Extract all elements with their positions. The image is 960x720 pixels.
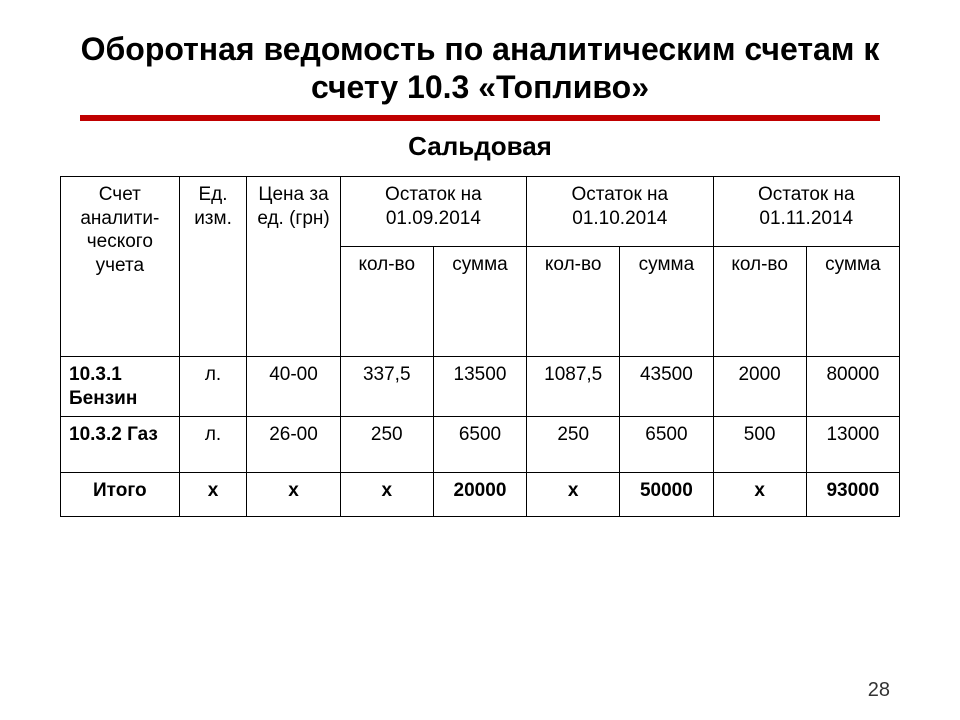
cell-qty: 337,5 bbox=[340, 356, 433, 417]
col-period2: Остаток на 01.10.2014 bbox=[527, 176, 713, 246]
col-period1: Остаток на 01.09.2014 bbox=[340, 176, 526, 246]
cell-qty: х bbox=[340, 473, 433, 517]
col-period3: Остаток на 01.11.2014 bbox=[713, 176, 899, 246]
accent-rule bbox=[80, 115, 880, 121]
cell-account: 10.3.1 Бензин bbox=[61, 356, 180, 417]
cell-sum: 80000 bbox=[806, 356, 899, 417]
cell-qty: 250 bbox=[527, 417, 620, 473]
col-price: Цена за ед. (грн) bbox=[247, 176, 340, 356]
page-number: 28 bbox=[868, 679, 890, 702]
cell-unit: л. bbox=[179, 356, 247, 417]
cell-qty: 1087,5 bbox=[527, 356, 620, 417]
table-row: 10.3.1 Бензин л. 40-00 337,5 13500 1087,… bbox=[61, 356, 900, 417]
cell-sum: 43500 bbox=[620, 356, 713, 417]
cell-qty: 500 bbox=[713, 417, 806, 473]
col-qty: кол-во bbox=[527, 246, 620, 356]
slide-title: Оборотная ведомость по аналитическим сче… bbox=[60, 30, 900, 107]
cell-qty: 250 bbox=[340, 417, 433, 473]
cell-price: 26-00 bbox=[247, 417, 340, 473]
cell-price: х bbox=[247, 473, 340, 517]
col-unit: Ед. изм. bbox=[179, 176, 247, 356]
cell-price: 40-00 bbox=[247, 356, 340, 417]
cell-sum: 50000 bbox=[620, 473, 713, 517]
cell-sum: 13500 bbox=[433, 356, 526, 417]
cell-unit: х bbox=[179, 473, 247, 517]
col-qty: кол-во bbox=[713, 246, 806, 356]
cell-unit: л. bbox=[179, 417, 247, 473]
cell-sum: 20000 bbox=[433, 473, 526, 517]
table-total-row: Итого х х х 20000 х 50000 х 93000 bbox=[61, 473, 900, 517]
col-sum: сумма bbox=[806, 246, 899, 356]
cell-total-label: Итого bbox=[61, 473, 180, 517]
cell-qty: х bbox=[527, 473, 620, 517]
col-account: Счет аналити-ческого учета bbox=[61, 176, 180, 356]
cell-qty: 2000 bbox=[713, 356, 806, 417]
cell-sum: 6500 bbox=[620, 417, 713, 473]
table-row: 10.3.2 Газ л. 26-00 250 6500 250 6500 50… bbox=[61, 417, 900, 473]
cell-sum: 13000 bbox=[806, 417, 899, 473]
col-sum: сумма bbox=[620, 246, 713, 356]
cell-qty: х bbox=[713, 473, 806, 517]
cell-sum: 93000 bbox=[806, 473, 899, 517]
ledger-table: Счет аналити-ческого учета Ед. изм. Цена… bbox=[60, 176, 900, 518]
col-qty: кол-во bbox=[340, 246, 433, 356]
cell-account: 10.3.2 Газ bbox=[61, 417, 180, 473]
cell-sum: 6500 bbox=[433, 417, 526, 473]
col-sum: сумма bbox=[433, 246, 526, 356]
slide-subtitle: Сальдовая bbox=[60, 131, 900, 162]
